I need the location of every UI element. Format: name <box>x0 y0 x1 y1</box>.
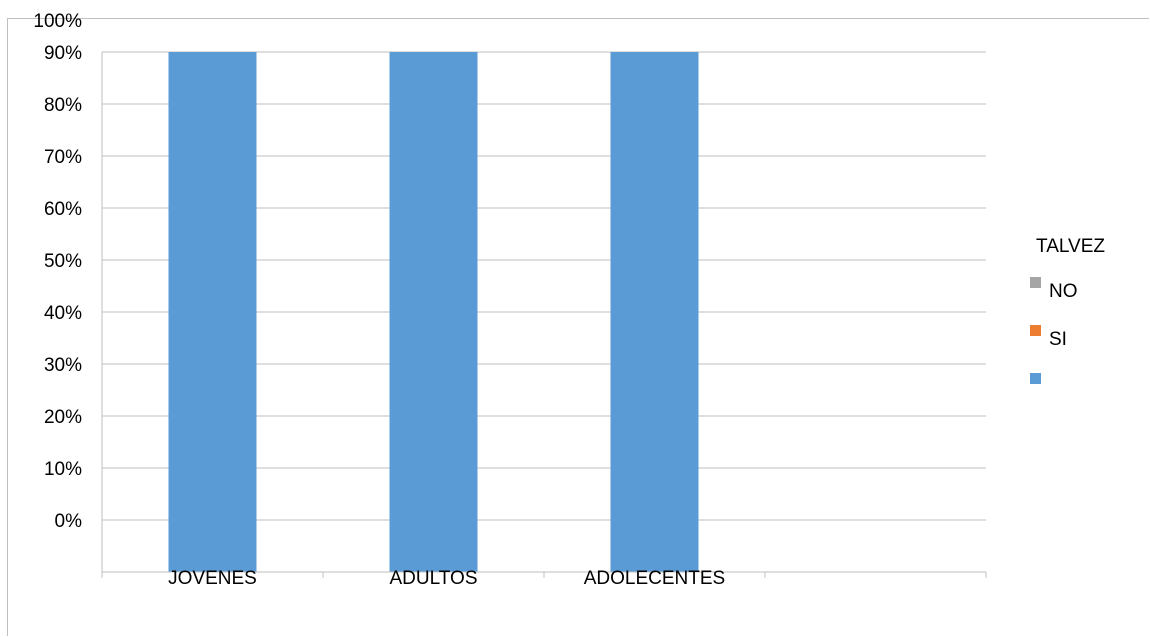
y-tick-label: 100% <box>33 11 82 32</box>
x-axis-category-labels: JOVENES ADULTOS ADOLECENTES <box>168 568 725 589</box>
y-tick-label: 20% <box>44 407 82 428</box>
legend-label-si: SI <box>1049 329 1067 350</box>
legend-swatch-no <box>1030 277 1041 288</box>
bar-adolecentes <box>610 52 699 572</box>
x-category-label: JOVENES <box>168 568 257 589</box>
x-category-label: ADOLECENTES <box>584 568 725 589</box>
legend-swatch-si <box>1030 325 1041 336</box>
legend: TALVEZ NO SI <box>1030 236 1145 396</box>
bars <box>168 52 699 572</box>
y-axis-tick-labels: 0% 10% 20% 30% 40% 50% 60% 70% 80% 90% 100% <box>33 11 82 532</box>
bar-adultos <box>389 52 478 572</box>
axes <box>101 52 987 578</box>
y-tick-label: 50% <box>44 251 82 272</box>
y-tick-label: 90% <box>44 43 82 64</box>
y-tick-label: 40% <box>44 303 82 324</box>
y-tick-label: 0% <box>55 511 83 532</box>
y-tick-label: 70% <box>44 147 82 168</box>
bar-jovenes <box>168 52 257 572</box>
legend-swatch-unnamed <box>1030 373 1041 384</box>
legend-label-no: NO <box>1049 281 1078 302</box>
legend-header: TALVEZ <box>1036 236 1105 257</box>
x-category-label: ADULTOS <box>390 568 478 589</box>
y-tick-label: 10% <box>44 459 82 480</box>
y-tick-label: 80% <box>44 95 82 116</box>
y-tick-label: 60% <box>44 199 82 220</box>
y-tick-label: 30% <box>44 355 82 376</box>
chart-frame <box>7 18 1149 636</box>
